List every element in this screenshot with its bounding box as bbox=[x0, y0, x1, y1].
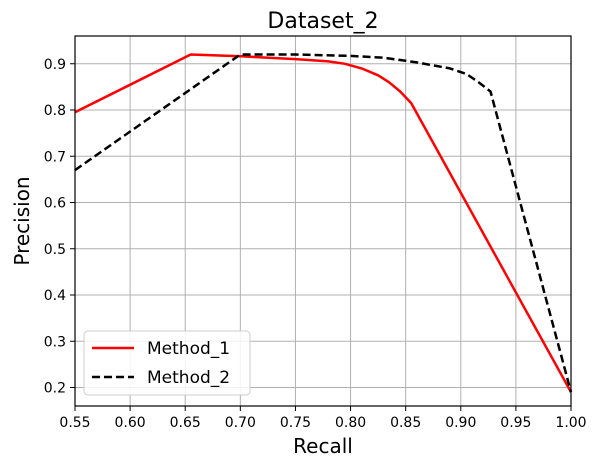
y-axis-ticks: 0.2 0.3 0.4 0.5 0.6 0.7 0.8 0.9 bbox=[44, 57, 75, 397]
series-line-method-2 bbox=[74, 53, 573, 393]
series-line-method-1 bbox=[74, 53, 573, 393]
x-tick-label: 0.65 bbox=[170, 415, 201, 431]
y-tick-label: 0.6 bbox=[44, 196, 66, 212]
x-axis-ticks: 0.55 0.60 0.65 0.70 0.75 0.80 0.85 0.90 0.95 1.00 bbox=[59, 406, 587, 431]
plot-frame bbox=[74, 35, 572, 407]
y-tick-label: 0.2 bbox=[44, 381, 66, 397]
series-layer bbox=[74, 53, 573, 393]
y-axis-title: Precision bbox=[10, 176, 34, 265]
y-tick-label: 0.8 bbox=[44, 103, 66, 119]
chart-title: Dataset_2 bbox=[267, 9, 378, 34]
y-tick-label: 0.9 bbox=[44, 57, 66, 73]
x-tick-label: 1.00 bbox=[555, 415, 586, 431]
y-tick-label: 0.7 bbox=[44, 149, 66, 165]
legend-label-method-2: Method_2 bbox=[147, 368, 230, 388]
x-axis-title: Recall bbox=[293, 434, 353, 458]
x-tick-label: 0.90 bbox=[445, 415, 476, 431]
y-tick-label: 0.3 bbox=[44, 334, 66, 350]
x-tick-label: 0.85 bbox=[390, 415, 421, 431]
x-tick-label: 0.75 bbox=[280, 415, 311, 431]
x-tick-label: 0.55 bbox=[59, 415, 90, 431]
x-tick-label: 0.80 bbox=[335, 415, 366, 431]
x-tick-label: 0.95 bbox=[500, 415, 531, 431]
y-tick-label: 0.4 bbox=[44, 288, 66, 304]
x-tick-label: 0.70 bbox=[225, 415, 256, 431]
x-tick-label: 0.60 bbox=[115, 415, 146, 431]
y-tick-label: 0.5 bbox=[44, 242, 66, 258]
legend-label-method-1: Method_1 bbox=[147, 339, 230, 359]
legend: Method_1 Method_2 bbox=[83, 330, 251, 396]
